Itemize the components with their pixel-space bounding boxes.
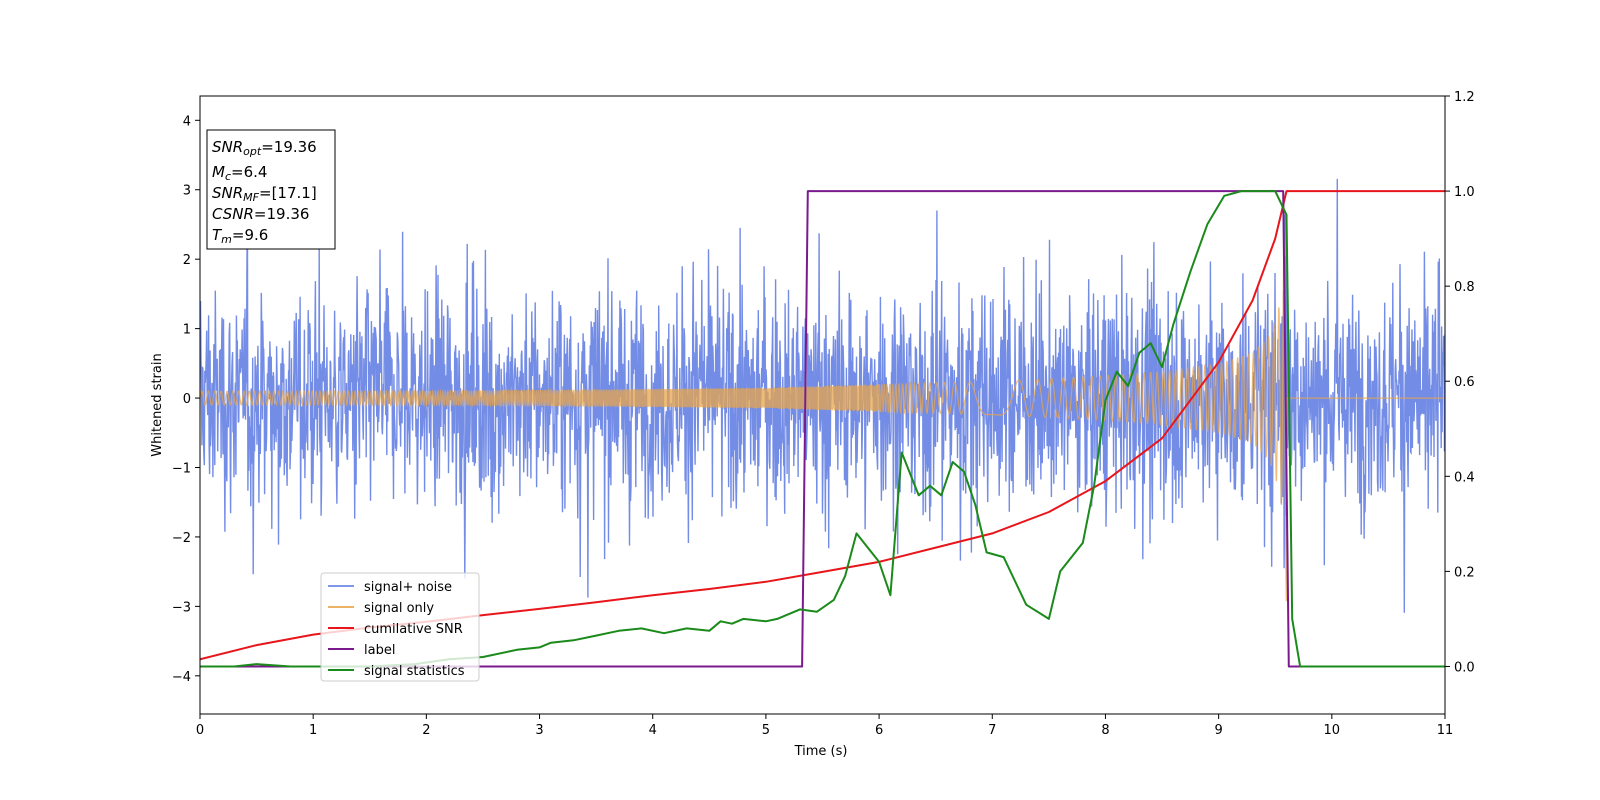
legend-frame [320,572,480,682]
y-left-tick-label: 0 [183,392,191,407]
legend: signal+ noise signal only cumilative SNR la… [320,572,480,682]
y-right-tick-label: 0.8 [1454,280,1475,295]
info-name: M [212,163,225,181]
info-line: Mc=6.4 [212,163,267,183]
y-left-tick-label: −4 [172,670,191,685]
series-signal-only [200,243,1445,602]
info-value: =19.36 [254,205,310,223]
info-box-frame [206,129,336,250]
info-name: SNR [212,184,243,202]
x-tick-label: 0 [196,723,204,738]
x-tick-label: 11 [1437,723,1454,738]
x-tick-label: 6 [875,723,883,738]
legend-label: signal+ noise [364,580,452,595]
legend-label: signal statistics [364,664,465,679]
y-left-tick-label: 4 [183,114,191,129]
x-tick-label: 2 [422,723,430,738]
x-tick-label: 5 [762,723,770,738]
info-value: =19.36 [261,138,317,156]
y-right-tick-label: 1.0 [1454,185,1475,200]
y-right-tick-label: 0.4 [1454,470,1475,485]
plot-frame [199,95,1446,715]
legend-label: label [364,643,395,658]
legend-label: signal only [364,601,434,616]
x-tick-label: 10 [1324,723,1341,738]
y-right-tick-label: 1.2 [1454,90,1475,105]
x-tick-label: 9 [1214,723,1222,738]
y-right-tick-label: 0.2 [1454,565,1475,580]
info-line: SNRMF=[17.1] [212,184,317,204]
info-name: T [212,226,223,244]
y-axis-label: Whitened strain [150,353,165,456]
info-value: =6.4 [231,163,267,181]
info-line: CSNR=19.36 [212,205,309,223]
info-name: CSNR [212,205,254,223]
y-left-tick-label: 1 [183,323,191,338]
right-y-axis: 0.0 0.2 0.4 0.6 0.8 1.0 1.2 [1445,90,1475,675]
info-line: SNRopt=19.36 [212,138,317,158]
x-tick-label: 3 [535,723,543,738]
y-right-tick-label: 0.0 [1454,660,1475,675]
y-left-tick-label: 3 [183,184,191,199]
x-axis: 0 1 2 3 4 5 6 7 8 9 10 11 [196,714,1453,738]
series-signal-noise [200,178,1445,613]
y-right-tick-label: 0.6 [1454,375,1475,390]
y-left-tick-label: −2 [172,531,191,546]
x-tick-label: 1 [309,723,317,738]
legend-label: cumilative SNR [364,622,463,637]
info-box: SNRopt=19.36Mc=6.4SNRMF=[17.1]CSNR=19.36… [206,129,336,250]
y-left-tick-label: −1 [172,461,191,476]
info-line: Tm=9.6 [212,226,268,246]
info-subscript: MF [243,191,259,204]
info-subscript: m [221,233,232,246]
x-tick-label: 4 [649,723,657,738]
info-value: =[17.1] [259,184,317,202]
series-signal-statistics [200,190,1445,668]
left-y-axis: −4 −3 −2 −1 0 1 2 3 4 [172,114,200,685]
y-left-tick-label: −3 [172,600,191,615]
x-axis-label: Time (s) [794,744,848,759]
info-value: =9.6 [232,226,268,244]
x-tick-label: 8 [1101,723,1109,738]
info-name: SNR [212,138,243,156]
y-left-tick-label: 2 [183,253,191,268]
x-tick-label: 7 [988,723,996,738]
info-subscript: opt [243,145,262,158]
info-subscript: c [225,170,231,183]
